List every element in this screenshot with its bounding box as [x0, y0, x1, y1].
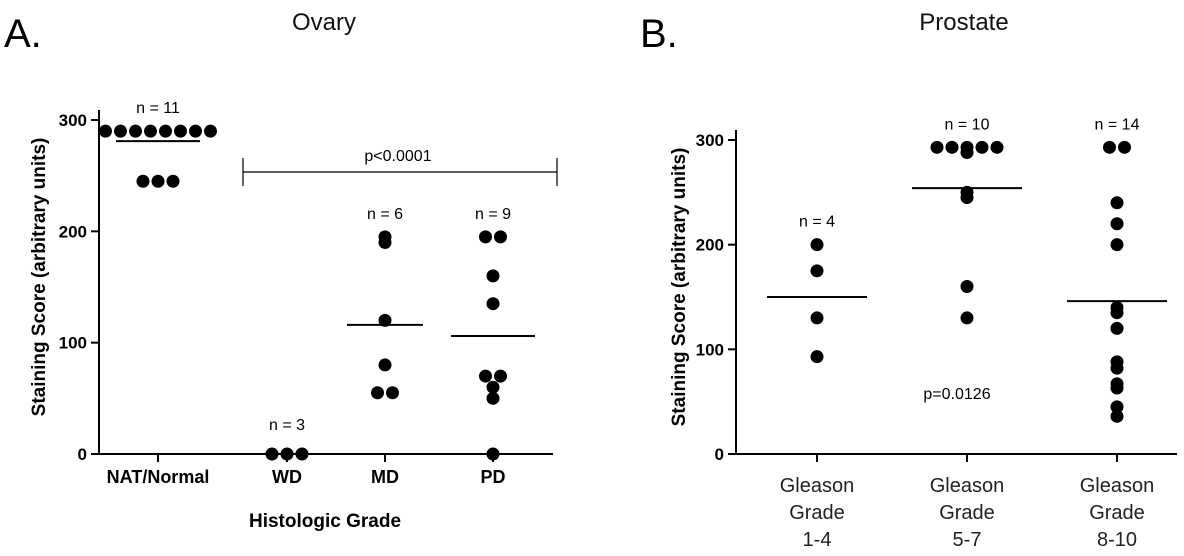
- panel-b-x-tick-label: Gleason: [1080, 475, 1155, 497]
- panel-a-x-tick-label: PD: [480, 467, 505, 487]
- panel-b-x-tick-label: Gleason: [780, 475, 855, 497]
- panel-b-data-point: [1110, 400, 1124, 414]
- panel-b-y-tick-label: 0: [715, 445, 724, 464]
- panel-a-data-point: [114, 124, 127, 138]
- panel-a-x-axis-title: Histologic Grade: [249, 511, 401, 532]
- panel-b-data-point: [1110, 321, 1124, 335]
- panel-a-y-tick-label: 100: [59, 334, 87, 353]
- panel-a-data-point: [174, 124, 187, 138]
- panel-b-data-point: [1110, 381, 1124, 395]
- panel-b-n-label: n = 14: [1095, 116, 1140, 133]
- panel-b-data-point: [1110, 196, 1124, 210]
- panel-a-n-label: n = 11: [136, 100, 180, 117]
- panel-b-data-point: [810, 350, 824, 364]
- panel-a-data-point: [486, 297, 500, 311]
- panel-b-data-point: [1110, 409, 1124, 423]
- panel-a-data-point: [265, 447, 279, 461]
- panel-a-y-tick-label: 200: [59, 222, 87, 241]
- panel-b-data-point: [810, 238, 824, 252]
- panel-b-y-axis-title: Staining Score (arbitrary units): [669, 148, 690, 427]
- panel-a-data-point: [166, 174, 180, 188]
- panel-a-data-point: [144, 124, 157, 138]
- panel-a-data-point: [378, 313, 392, 327]
- panel-a-letter: A.: [4, 12, 42, 56]
- panel-a-n-label: n = 3: [269, 417, 305, 434]
- panel-b-data-point: [1110, 238, 1124, 252]
- panel-a-data-point: [99, 124, 112, 138]
- panel-a-data-point: [378, 235, 392, 249]
- panel-a-significance-bracket: [242, 158, 558, 186]
- panel-b-data-point: [1118, 140, 1131, 154]
- panel-b-y-tick-label: 100: [696, 340, 724, 359]
- panel-b-x-tick-label: 5-7: [953, 529, 982, 551]
- panel-b-x-tick-label: 8-10: [1097, 529, 1137, 551]
- panel-a-y-tick-label: 0: [78, 445, 87, 464]
- panel-b-data-point: [1110, 217, 1124, 231]
- panel-a-data-point: [479, 369, 492, 383]
- panel-a-p-value-annotation: p<0.0001: [364, 148, 431, 165]
- panel-b-p-value-annotation: p=0.0126: [923, 386, 990, 403]
- panel-b-x-tick-label: Gleason: [930, 475, 1005, 497]
- panel-b-data-point: [1110, 361, 1124, 375]
- panel-a-data-point: [494, 230, 507, 244]
- panel-b-n-label: n = 10: [945, 116, 990, 133]
- panel-b-x-tick-label: Grade: [1089, 502, 1145, 524]
- panel-b-x-tick-label: Grade: [789, 502, 845, 524]
- panel-a-data-point: [386, 386, 399, 400]
- panel-a-y-tick-label: 300: [59, 111, 87, 130]
- panel-a-data-point: [189, 124, 202, 138]
- panel-b-data-point: [975, 140, 989, 154]
- panel-b-data-point: [960, 146, 974, 160]
- panel-a-n-label: n = 9: [475, 206, 511, 223]
- panel-a-data-point: [378, 358, 392, 372]
- panel-a-data-point: [136, 174, 150, 188]
- panel-b-data-point: [960, 311, 974, 325]
- panel-b-data-point: [960, 191, 974, 205]
- panel-b-data-point: [930, 140, 944, 154]
- panel-b-data-point: [990, 140, 1004, 154]
- panel-a-data-point: [159, 124, 172, 138]
- panel-a-x-tick-label: WD: [272, 467, 302, 487]
- panel-a-data-point: [295, 447, 309, 461]
- panel-b-y-tick-label: 200: [696, 236, 724, 255]
- panel-b-x-tick-label: Grade: [939, 502, 995, 524]
- panel-b-data-point: [810, 311, 824, 325]
- panel-a-data-point: [486, 380, 500, 394]
- panel-b-data-point: [945, 140, 959, 154]
- panel-a-title: Ovary: [292, 9, 356, 36]
- panel-a-data-point: [371, 386, 384, 400]
- panel-b-n-label: n = 4: [799, 214, 835, 231]
- panel-b-data-point: [1110, 306, 1124, 320]
- panel-a-n-label: n = 6: [367, 206, 403, 223]
- panel-b-title: Prostate: [919, 9, 1008, 36]
- panel-a-x-tick-label: MD: [371, 467, 399, 487]
- panel-b-y-tick-label: 300: [696, 131, 724, 150]
- panel-b-data-point: [960, 280, 974, 294]
- panel-a-y-axis-title: Staining Score (arbitrary units): [29, 138, 50, 417]
- panel-b-letter: B.: [640, 12, 678, 56]
- panel-a-data-point: [486, 269, 500, 283]
- panel-a-data-point: [494, 369, 507, 383]
- panel-a-x-tick-label: NAT/Normal: [107, 467, 210, 487]
- panel-a-data-point: [129, 124, 142, 138]
- panel-b-data-point: [810, 264, 824, 278]
- panel-a-data-point: [479, 230, 492, 244]
- panel-b-x-tick-label: 1-4: [803, 529, 832, 551]
- panel-a-data-point: [151, 174, 165, 188]
- panel-a-data-point: [486, 447, 500, 461]
- panel-a-data-point: [486, 391, 500, 405]
- panel-a-data-point: [204, 124, 217, 138]
- panel-a-data-point: [280, 447, 294, 461]
- panel-b-data-point: [1103, 140, 1116, 154]
